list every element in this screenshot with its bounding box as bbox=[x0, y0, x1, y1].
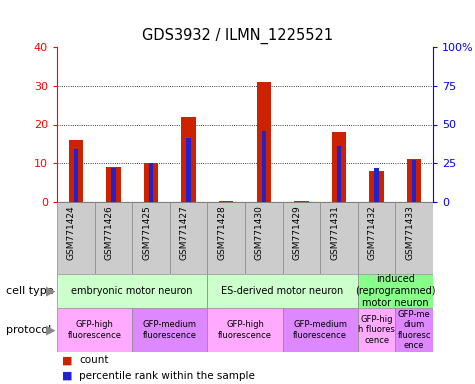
Text: protocol: protocol bbox=[6, 325, 51, 335]
Bar bbox=[358, 308, 395, 352]
Bar bbox=[245, 202, 283, 274]
Bar bbox=[144, 163, 158, 202]
Text: GSM771426: GSM771426 bbox=[104, 205, 114, 260]
Text: GSM771433: GSM771433 bbox=[405, 205, 414, 260]
Bar bbox=[407, 159, 421, 202]
Bar bbox=[395, 202, 433, 274]
Bar bbox=[208, 202, 245, 274]
Bar bbox=[57, 202, 95, 274]
Text: embryonic motor neuron: embryonic motor neuron bbox=[71, 286, 193, 296]
Bar bbox=[219, 201, 233, 202]
Bar bbox=[412, 160, 417, 202]
Text: ■: ■ bbox=[62, 371, 73, 381]
Bar bbox=[395, 308, 433, 352]
Bar bbox=[370, 171, 384, 202]
Bar bbox=[132, 308, 208, 352]
Text: GFP-high
fluorescence: GFP-high fluorescence bbox=[67, 321, 122, 339]
Text: GFP-high
fluorescence: GFP-high fluorescence bbox=[218, 321, 272, 339]
Text: GSM771432: GSM771432 bbox=[368, 205, 377, 260]
Bar bbox=[337, 146, 341, 202]
Text: ▶: ▶ bbox=[46, 323, 56, 336]
Text: ▶: ▶ bbox=[46, 285, 56, 298]
Text: cell type: cell type bbox=[6, 286, 53, 296]
Text: GSM771425: GSM771425 bbox=[142, 205, 151, 260]
Bar bbox=[57, 308, 132, 352]
Bar bbox=[294, 201, 309, 202]
Text: count: count bbox=[79, 356, 108, 366]
Text: GSM771430: GSM771430 bbox=[255, 205, 264, 260]
Bar bbox=[332, 132, 346, 202]
Text: GSM771429: GSM771429 bbox=[293, 205, 302, 260]
Bar bbox=[262, 131, 266, 202]
Text: GSM771428: GSM771428 bbox=[217, 205, 226, 260]
Text: ■: ■ bbox=[62, 356, 73, 366]
Bar bbox=[170, 202, 208, 274]
Text: GSM771424: GSM771424 bbox=[67, 205, 76, 260]
Bar bbox=[208, 274, 358, 308]
Text: percentile rank within the sample: percentile rank within the sample bbox=[79, 371, 255, 381]
Bar bbox=[74, 149, 78, 202]
Bar bbox=[149, 163, 153, 202]
Bar bbox=[111, 168, 115, 202]
Bar bbox=[283, 308, 358, 352]
Bar bbox=[256, 82, 271, 202]
Text: GFP-medium
fluorescence: GFP-medium fluorescence bbox=[143, 321, 197, 339]
Bar bbox=[320, 202, 358, 274]
Text: GFP-hig
h fluores
cence: GFP-hig h fluores cence bbox=[358, 315, 395, 344]
Text: induced
(reprogrammed)
motor neuron: induced (reprogrammed) motor neuron bbox=[355, 275, 436, 308]
Text: GFP-medium
fluorescence: GFP-medium fluorescence bbox=[293, 321, 347, 339]
Bar bbox=[106, 167, 121, 202]
Bar bbox=[208, 308, 283, 352]
Bar bbox=[358, 202, 395, 274]
Text: GFP-me
dium
fluoresc
ence: GFP-me dium fluoresc ence bbox=[398, 310, 431, 349]
Text: ES-derived motor neuron: ES-derived motor neuron bbox=[221, 286, 344, 296]
Bar bbox=[181, 117, 196, 202]
Text: GDS3932 / ILMN_1225521: GDS3932 / ILMN_1225521 bbox=[142, 28, 333, 44]
Bar bbox=[186, 139, 191, 202]
Bar bbox=[374, 168, 379, 202]
Text: GSM771427: GSM771427 bbox=[180, 205, 189, 260]
Bar bbox=[358, 274, 433, 308]
Bar bbox=[95, 202, 132, 274]
Text: GSM771431: GSM771431 bbox=[330, 205, 339, 260]
Bar bbox=[132, 202, 170, 274]
Bar bbox=[57, 274, 208, 308]
Bar bbox=[283, 202, 320, 274]
Bar bbox=[69, 140, 83, 202]
